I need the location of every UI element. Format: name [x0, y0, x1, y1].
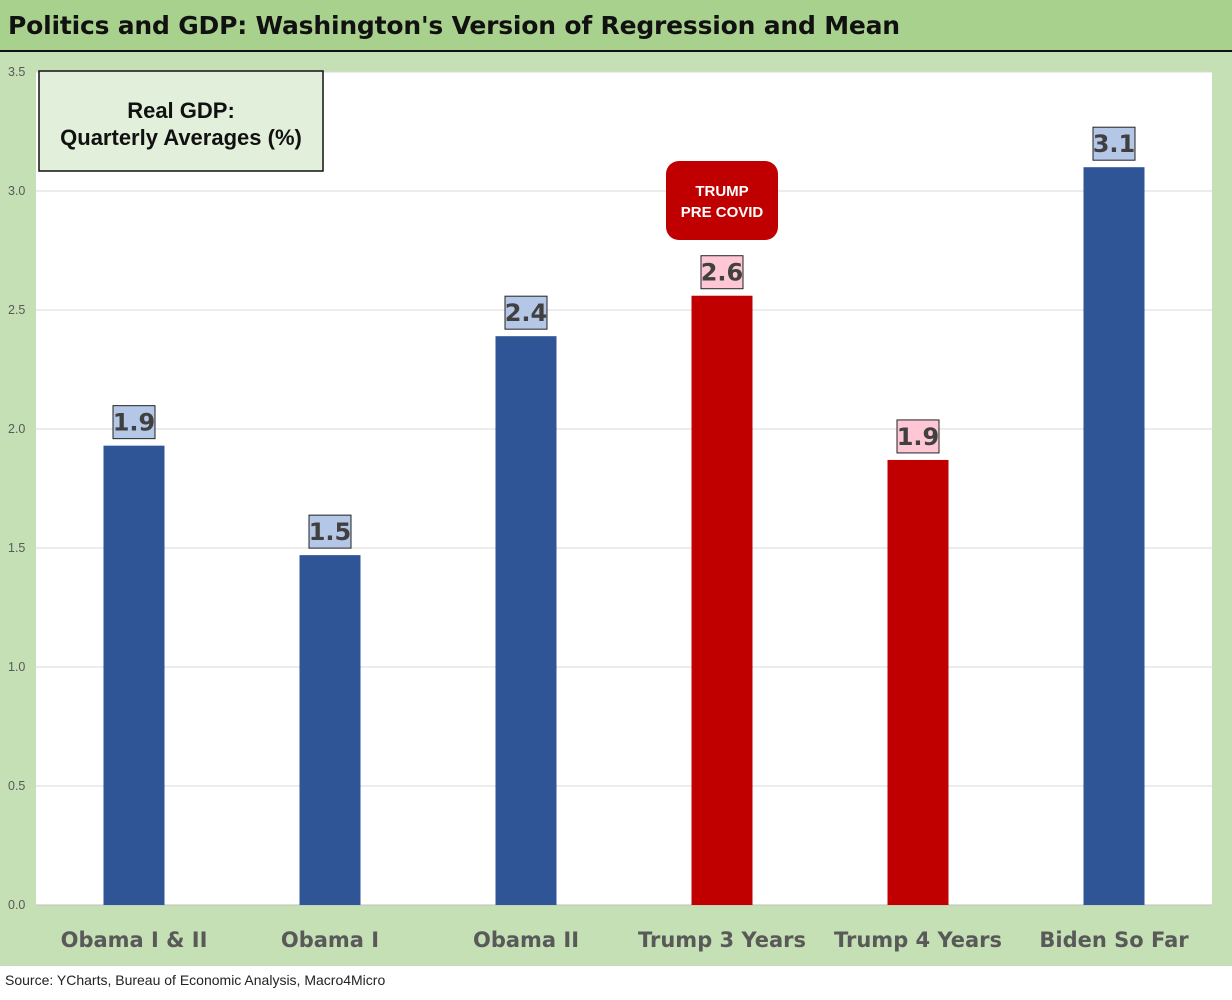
annotation-line-2: PRE COVID [681, 204, 764, 221]
y-tick-label: 2.0 [8, 422, 25, 436]
y-tick-label: 3.0 [8, 184, 25, 198]
x-tick-label: Obama II [473, 928, 579, 952]
x-tick-label: Trump 4 Years [834, 928, 1002, 952]
data-label-box [112, 405, 156, 440]
data-label-box [308, 514, 352, 549]
x-tick-label: Trump 3 Years [638, 928, 806, 952]
bar-obama-i [299, 555, 361, 905]
y-tick-label: 2.5 [8, 303, 25, 317]
data-label-box [1092, 126, 1136, 161]
plot-area [36, 72, 1212, 905]
data-label-box [896, 419, 940, 454]
y-tick-label: 0.0 [8, 898, 25, 912]
title-bar: Politics and GDP: Washington's Version o… [0, 0, 1232, 52]
annotation-line-1: TRUMP [695, 183, 748, 200]
data-label: 3.1 [1093, 130, 1136, 158]
bar-biden-so-far [1083, 167, 1145, 905]
data-label: 2.6 [701, 259, 744, 287]
y-tick-label: 3.5 [8, 65, 25, 79]
data-label: 1.9 [113, 409, 156, 437]
data-label-box [504, 295, 548, 330]
chart-title: Politics and GDP: Washington's Version o… [8, 11, 900, 40]
bar-chart: 0.0 0.5 1.0 1.5 2.0 2.5 3.0 3.5 1.9 Obama I & II 1… [8, 65, 1212, 952]
data-label-box [700, 255, 744, 290]
legend-box [38, 70, 324, 172]
y-tick-label: 0.5 [8, 779, 25, 793]
legend-line-2: Quarterly Averages (%) [60, 125, 302, 150]
annotation-callout [666, 161, 778, 240]
x-tick-label: Obama I [281, 928, 379, 952]
data-label: 1.9 [897, 423, 940, 451]
x-tick-label: Obama I & II [61, 928, 208, 952]
y-tick-label: 1.0 [8, 660, 25, 674]
data-label: 2.4 [505, 299, 548, 327]
y-tick-label: 1.5 [8, 541, 25, 555]
source-note: Source: YCharts, Bureau of Economic Anal… [5, 972, 386, 988]
data-label: 1.5 [309, 518, 352, 546]
bar-obama-i-ii [103, 445, 165, 905]
bar-trump-4-years [887, 459, 949, 905]
bar-obama-ii [495, 336, 557, 905]
legend-line-1: Real GDP: [127, 98, 235, 123]
x-tick-label: Biden So Far [1039, 928, 1189, 952]
bar-trump-3-years [691, 295, 753, 906]
